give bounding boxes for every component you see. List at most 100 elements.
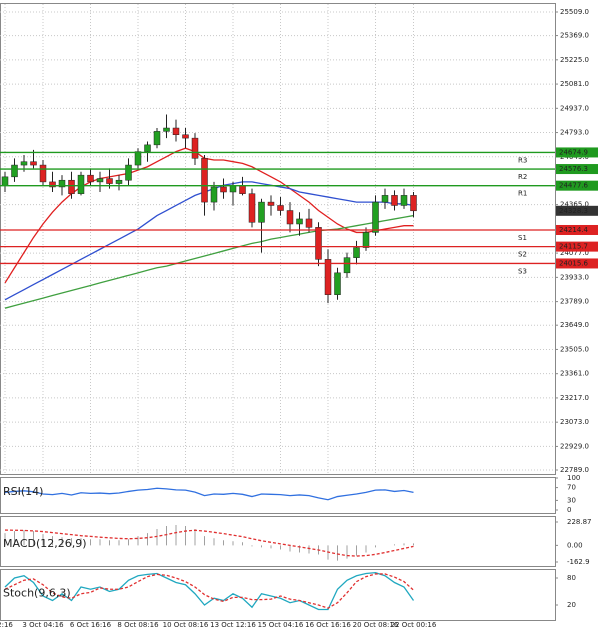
candle-body (381, 195, 389, 203)
y-tick-label: 23649.0 (560, 321, 589, 329)
candle-body (201, 158, 208, 203)
candle-body (172, 127, 180, 136)
candle-body (248, 193, 256, 223)
y-tick-label: 100 (567, 474, 580, 482)
y-tick-label: 30 (567, 496, 576, 504)
candle-body (96, 178, 104, 183)
macd-frame (0, 516, 556, 567)
candle-body (286, 210, 294, 225)
candle-body (106, 178, 113, 184)
candle-body (220, 186, 227, 193)
candle-body (362, 232, 370, 248)
level-price: 24674.9 (559, 148, 588, 156)
candle-body (77, 174, 85, 194)
y-tick-label: 0 (567, 506, 571, 514)
candle-body (324, 259, 332, 295)
candle-body (239, 185, 246, 194)
level-name: S1 (518, 234, 527, 242)
candle-body (267, 201, 275, 206)
candle-body (39, 164, 47, 183)
y-tick-label: 80 (567, 574, 576, 582)
candle-body (296, 218, 303, 225)
candle-body (353, 247, 360, 258)
x-tick-label: 2:16 (0, 621, 13, 629)
y-tick-label: 23073.0 (560, 418, 589, 426)
x-tick-label: 16 Oct 16:16 (305, 621, 351, 629)
level-price: 24115.7 (559, 243, 588, 251)
x-tick-label: 15 Oct 04:16 (258, 621, 304, 629)
x-tick-label: 22 Oct 00:16 (391, 621, 437, 629)
level-price-box (556, 258, 598, 269)
y-tick-label: 24937.0 (560, 104, 589, 112)
y-tick-label: 23505.0 (560, 345, 589, 353)
y-tick-label: 25225.0 (560, 56, 589, 64)
y-tick-label: -162.9 (567, 558, 590, 566)
candle-body (20, 161, 28, 166)
level-name: S2 (518, 251, 527, 259)
indicator-line (4, 487, 414, 501)
level-name: R2 (518, 173, 527, 181)
level-name: R1 (518, 190, 527, 198)
panel-title: MACD(12,26,9) (3, 537, 87, 550)
candle-body (410, 195, 417, 212)
candle-body (334, 272, 341, 295)
stoch-frame (0, 569, 556, 621)
candle-body (182, 134, 189, 139)
y-tick-label: 23361.0 (560, 370, 589, 378)
y-tick-label: 25081.0 (560, 80, 589, 88)
level-name: S3 (518, 267, 527, 275)
level-price: 24477.6 (559, 182, 588, 190)
indicator-line (4, 571, 415, 611)
candle-body (391, 195, 398, 206)
x-tick-label: 6 Oct 16:16 (70, 621, 112, 629)
panel-title: RSI(14) (3, 485, 43, 498)
x-tick-label: 8 Oct 08:16 (117, 621, 159, 629)
candle-body (315, 227, 322, 260)
y-tick-label: 23789.0 (560, 298, 589, 306)
level-price-box (556, 241, 598, 252)
y-tick-label: 25369.0 (560, 32, 589, 40)
macd-signal (4, 529, 414, 557)
y-tick-label: 23217.0 (560, 394, 589, 402)
candle-body (163, 127, 170, 132)
candle-body (343, 257, 351, 274)
candle-body (11, 164, 18, 178)
candle-body (58, 179, 66, 188)
candle-body (277, 205, 284, 211)
candle-body (258, 201, 265, 223)
main-frame (0, 3, 556, 475)
candle-body (125, 164, 132, 181)
candle-body (305, 218, 313, 228)
level-price: 24015.6 (559, 259, 588, 267)
y-tick-label: 70 (567, 484, 576, 492)
rsi-frame (0, 477, 556, 514)
moving-average (4, 214, 414, 309)
y-tick-label: 24365.0 (560, 201, 589, 209)
candle-body (115, 179, 123, 184)
candle-body (400, 195, 408, 206)
y-tick-label: 228.87 (567, 518, 592, 526)
y-tick-label: 0.00 (567, 541, 583, 549)
level-price: 24214.4 (559, 226, 588, 234)
level-price-box (556, 147, 598, 158)
candle-body (372, 201, 379, 233)
candle-body (153, 131, 161, 146)
candle-body (144, 144, 151, 152)
candle-body (68, 179, 75, 194)
y-tick-label: 23933.0 (560, 273, 589, 281)
candle-body (87, 174, 94, 183)
y-tick-label: 22929.0 (560, 442, 589, 450)
last-price-box (556, 205, 598, 216)
x-tick-label: 13 Oct 12:16 (210, 621, 256, 629)
level-price: 24576.3 (559, 165, 588, 173)
level-price-box (556, 180, 598, 191)
candle-body (1, 176, 9, 186)
x-tick-label: 10 Oct 08:16 (163, 621, 209, 629)
candle-body (49, 181, 56, 188)
level-price-box (556, 224, 598, 235)
level-price-box (556, 164, 598, 175)
candle-body (191, 137, 199, 159)
